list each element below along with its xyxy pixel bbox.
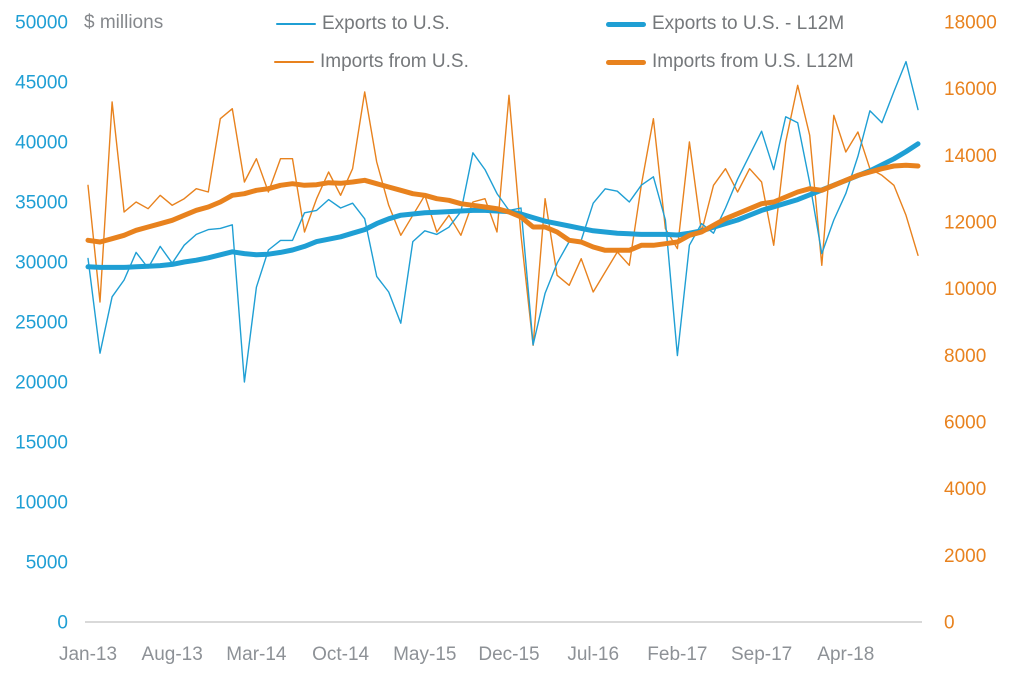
- legend-item-imports-monthly: Imports from U.S.: [274, 51, 469, 73]
- right-axis-tick: 12000: [944, 213, 997, 234]
- imports-monthly-line-swatch: [274, 61, 314, 63]
- left-axis-tick: 5000: [26, 553, 68, 574]
- left-axis-tick: 20000: [15, 373, 68, 394]
- right-axis-tick: 8000: [944, 346, 986, 367]
- x-axis-tick: Sep-17: [731, 644, 792, 665]
- right-axis-tick: 0: [944, 613, 955, 634]
- left-axis-tick: 30000: [15, 253, 68, 274]
- x-axis-tick: Oct-14: [312, 644, 369, 665]
- x-axis-tick: May-15: [393, 644, 456, 665]
- x-axis-tick: Mar-14: [226, 644, 287, 665]
- left-axis-tick: 50000: [15, 13, 68, 34]
- left-axis-tick: 10000: [15, 493, 68, 514]
- legend-label: Imports from U.S.: [320, 51, 469, 72]
- exports-monthly-line-swatch: [276, 23, 316, 25]
- left-axis-tick: 0: [57, 613, 68, 634]
- legend-label: Imports from U.S. L12M: [652, 51, 854, 72]
- left-axis-tick: 45000: [15, 73, 68, 94]
- right-axis-tick: 18000: [944, 13, 997, 34]
- x-axis-tick: Jan-13: [59, 644, 117, 665]
- x-axis-tick: Aug-13: [142, 644, 203, 665]
- left-axis-tick: 35000: [15, 193, 68, 214]
- series-imports-l12m: [85, 162, 921, 253]
- right-axis-tick: 2000: [944, 546, 986, 567]
- axis-unit-label: $ millions: [84, 12, 164, 33]
- x-axis-tick: Jul-16: [567, 644, 619, 665]
- right-axis-tick: 14000: [944, 146, 997, 167]
- x-axis-tick: Apr-18: [817, 644, 874, 665]
- legend-label: Exports to U.S.: [322, 13, 450, 34]
- legend-item-exports-l12m: Exports to U.S. - L12M: [606, 13, 844, 35]
- right-axis-tick: 10000: [944, 279, 997, 300]
- series-imports-monthly: [87, 84, 919, 346]
- right-axis-tick: 16000: [944, 79, 997, 100]
- left-axis-tick: 25000: [15, 313, 68, 334]
- imports-l12m-line-swatch: [606, 59, 646, 65]
- legend-item-exports-monthly: Exports to U.S.: [276, 13, 450, 35]
- series-exports-monthly: [87, 60, 919, 383]
- legend-label: Exports to U.S. - L12M: [652, 13, 845, 34]
- right-axis-tick: 6000: [944, 413, 986, 434]
- right-axis-tick: 4000: [944, 479, 986, 500]
- left-axis-tick: 15000: [15, 433, 68, 454]
- exports-l12m-line-swatch: [606, 21, 646, 27]
- x-axis-tick: Feb-17: [647, 644, 707, 665]
- legend-item-imports-l12m: Imports from U.S. L12M: [606, 51, 854, 73]
- x-axis-tick: Dec-15: [478, 644, 539, 665]
- left-axis-tick: 40000: [15, 133, 68, 154]
